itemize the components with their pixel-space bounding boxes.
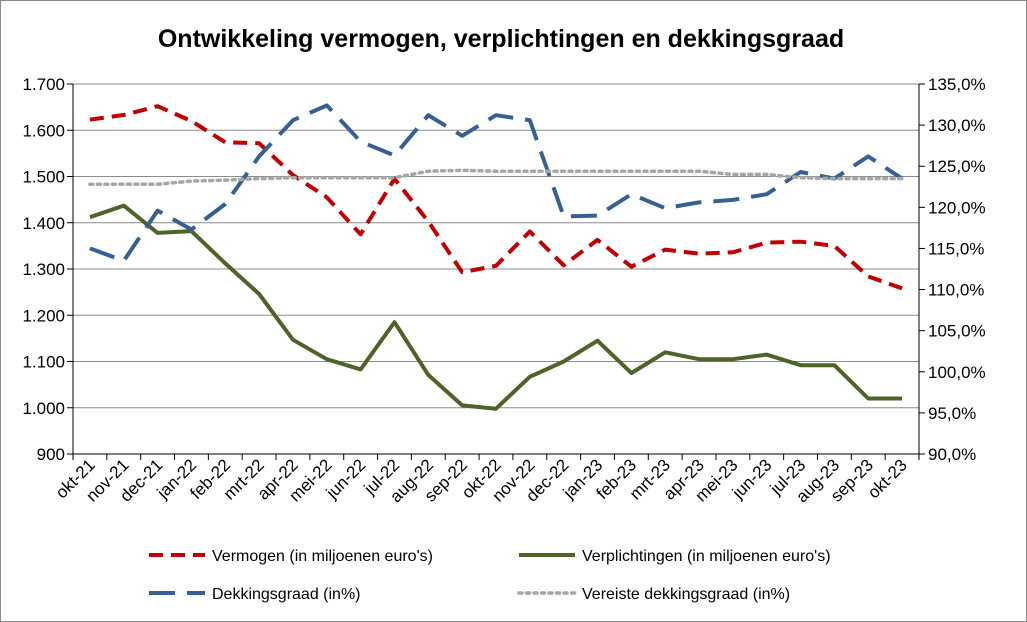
right-axis-tick-label: 105,0% <box>928 322 986 341</box>
series-line-3 <box>89 103 904 263</box>
chart-title: Ontwikkeling vermogen, verplichtingen en… <box>157 25 845 53</box>
left-axis-tick-label: 1.100 <box>22 353 65 372</box>
right-axis-tick-label: 125,0% <box>928 157 986 176</box>
right-axis-tick-label: 100,0% <box>928 363 986 382</box>
left-axis-tick-label: 900 <box>37 445 65 464</box>
left-axis-tick-label: 1.200 <box>22 306 65 325</box>
series-line-2 <box>89 203 903 411</box>
left-axis-tick-label: 1.700 <box>22 75 65 94</box>
left-axis-tick-label: 1.400 <box>22 214 65 233</box>
x-axis-tick-label: okt-23 <box>864 455 911 502</box>
right-axis-tick-label: 130,0% <box>928 116 986 135</box>
right-axis-tick-label: 120,0% <box>928 198 986 217</box>
tick-labels: 900 1.000 1.100 1.200 1.300 1.400 1.500 1.600 1.… <box>22 75 985 506</box>
right-axis-tick-label: 95,0% <box>928 404 976 423</box>
series-line-1 <box>89 104 903 291</box>
left-axis-tick-label: 1.000 <box>22 399 65 418</box>
right-axis-tick-label: 115,0% <box>928 239 984 258</box>
right-axis-tick-label: 90,0% <box>928 445 976 464</box>
left-axis-tick-label: 1.300 <box>22 260 65 279</box>
legend-label-3: Dekkingsgraad (in%) <box>212 586 361 603</box>
right-axis-tick-label: 135,0% <box>928 75 986 94</box>
legend-label-4: Vereiste dekkingsgraad (in%) <box>582 586 790 603</box>
legend-label-1: Vermogen (in miljoenen euro's) <box>212 548 433 565</box>
series-lines <box>88 103 904 411</box>
legend-label-2: Verplichtingen (in miljoenen euro's) <box>582 548 831 565</box>
left-axis-tick-label: 1.500 <box>22 168 65 187</box>
right-axis-tick-label: 110,0% <box>928 281 984 300</box>
left-axis-tick-label: 1.600 <box>22 121 65 140</box>
series-line-4 <box>88 168 904 187</box>
gridlines <box>73 83 919 455</box>
legend: Vermogen (in miljoenen euro's) Verplichti… <box>149 548 831 603</box>
axes <box>67 83 925 460</box>
